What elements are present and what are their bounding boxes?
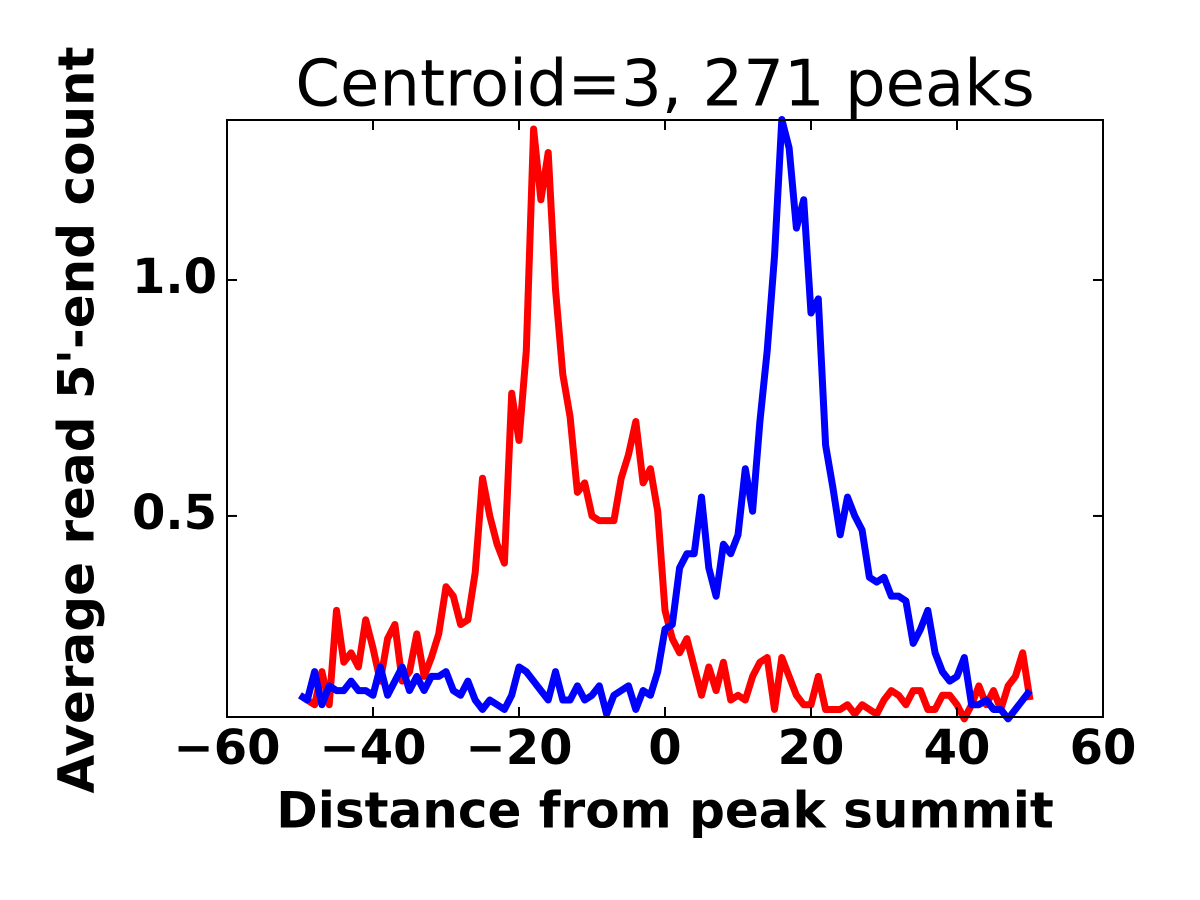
y-tick-label: 0.5 [132,485,217,541]
x-tick-label: −40 [319,720,426,776]
y-axis-label: Average read 5'-end count [48,46,106,793]
x-tick-label: 20 [778,720,845,776]
x-axis-label: Distance from peak summit [276,782,1054,840]
chart-title: Centroid=3, 271 peaks [295,48,1034,122]
y-tick-label: 1.0 [132,249,217,305]
x-tick-label: 0 [648,720,681,776]
x-tick-label: −20 [465,720,572,776]
x-tick-label: 40 [924,720,991,776]
x-tick-label: 60 [1070,720,1137,776]
x-tick-label: −60 [173,720,280,776]
data-line [298,125,1034,723]
data-line [298,116,1033,723]
